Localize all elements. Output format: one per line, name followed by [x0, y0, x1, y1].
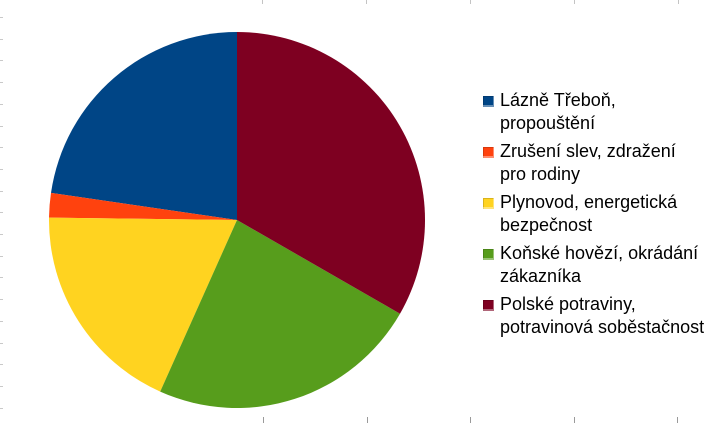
pie-slice-5[interactable] [237, 32, 426, 314]
gridline-stub-left [0, 342, 3, 344]
pie-slice-2[interactable] [49, 192, 237, 220]
legend-color-key-darkred [483, 300, 494, 311]
gridline-stub-top [262, 0, 263, 4]
legend-label-line: Zrušení slev, zdražení [500, 141, 676, 161]
legend-label-line: zákazníka [500, 266, 582, 286]
legend-label: Polské potraviny, potravinová soběstačno… [500, 293, 704, 339]
gridline-stub-bottom [263, 417, 264, 423]
legend-color-key-green [483, 249, 494, 260]
legend-label: Plynovod, energetická bezpečnost [500, 191, 677, 237]
legend-item-lazne-trebon: Lázně Třeboň, propouštění [483, 89, 711, 135]
gridline-stub-left [0, 277, 3, 279]
legend-color-key-blue [483, 96, 494, 107]
gridline-stub-left [0, 212, 3, 214]
legend-label-line: propouštění [500, 113, 596, 133]
gridline-stub-left [0, 60, 3, 62]
gridline-stub-left [0, 38, 3, 40]
gridline-stub-left [0, 255, 3, 257]
gridline-stub-bottom [573, 417, 575, 423]
gridline-stub-left [0, 82, 3, 84]
legend-label-line: Plynovod, energetická [500, 192, 678, 212]
legend-label-line: pro rodiny [500, 164, 581, 184]
gridline-stub-bottom [677, 417, 678, 423]
gridline-stub-bottom [366, 417, 368, 423]
legend-label: Lázně Třeboň, propouštění [500, 89, 616, 135]
pie-slice-1[interactable] [51, 32, 237, 220]
gridline-stub-left [0, 168, 3, 170]
gridline-stub-left [0, 299, 3, 301]
legend-color-key-orange [483, 147, 494, 158]
gridline-stub-left [0, 147, 3, 149]
gridline-stub-left [0, 17, 3, 18]
legend-label: Koňské hovězí, okrádání zákazníka [500, 242, 698, 288]
legend-item-plynovod: Plynovod, energetická bezpečnost [483, 191, 711, 237]
gridline-stub-bottom [470, 417, 471, 423]
legend-label-line: bezpečnost [500, 215, 593, 235]
gridline-stub-left [0, 385, 3, 387]
gridline-stub-top [574, 0, 575, 4]
gridline-stub-top [366, 0, 367, 4]
legend-label-line: Koňské hovězí, okrádání [500, 243, 699, 263]
gridline-stub-left [0, 190, 3, 192]
gridline-stub-left [0, 364, 3, 366]
gridline-stub-left [0, 320, 3, 322]
legend-label-line: Polské potraviny, [500, 294, 636, 314]
pie-slice-4[interactable] [160, 220, 400, 409]
legend-item-zruseni-slev: Zrušení slev, zdražení pro rodiny [483, 140, 711, 186]
pie-slice-3[interactable] [48, 217, 237, 392]
gridline-stub-left [0, 234, 3, 235]
legend-color-key-yellow [483, 198, 494, 209]
legend-label-line: potravinová soběstačnost [500, 317, 705, 337]
gridline-stub-left [0, 103, 3, 105]
legend-item-polske-potraviny: Polské potraviny, potravinová soběstačno… [483, 293, 711, 339]
gridline-stub-left [0, 407, 3, 409]
legend-item-konske-hovezi: Koňské hovězí, okrádání zákazníka [483, 242, 711, 288]
gridline-stub-top [678, 0, 679, 4]
gridline-stub-top [470, 0, 471, 4]
legend: Lázně Třeboň, propouštění Zrušení slev, … [483, 89, 711, 344]
gridline-stub-left [0, 125, 3, 127]
legend-label-line: Lázně Třeboň, [500, 90, 616, 110]
legend-label: Zrušení slev, zdražení pro rodiny [500, 140, 676, 186]
